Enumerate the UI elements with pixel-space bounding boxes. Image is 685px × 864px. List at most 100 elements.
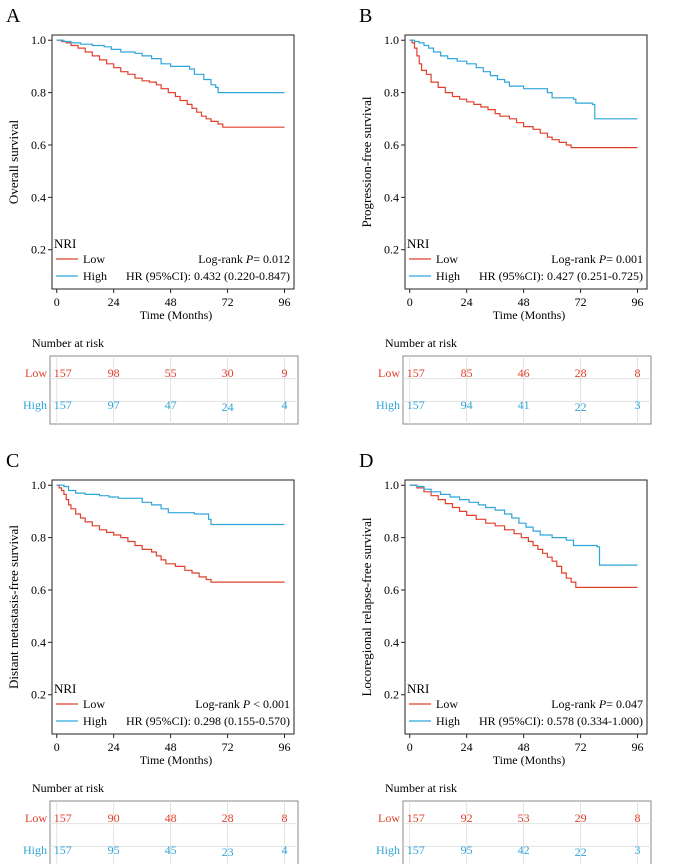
risk-count-high: 45 [165,843,177,857]
risk-count-high: 94 [461,398,473,412]
risk-table-title: Number at risk [385,336,457,350]
survival-curve-high [409,39,638,120]
plot-frame [404,479,648,735]
x-tick-label: 0 [407,740,413,754]
y-tick-label: 0.4 [384,190,399,204]
risk-count-low: 8 [282,811,288,825]
risk-count-low: 8 [635,811,641,825]
x-axis-label: Time (Months) [140,753,213,767]
hazard-ratio-text: HR (95%CI): 0.578 (0.334-1.000) [479,714,643,728]
survival-curve-low [56,39,285,128]
risk-row-label-low: Low [378,366,400,380]
risk-table-title: Number at risk [32,336,104,350]
x-tick-label: 24 [461,295,473,309]
y-tick-label: 1.0 [31,478,46,492]
risk-count-low: 30 [222,366,234,380]
risk-count-high: 3 [635,398,641,412]
p-symbol: P [598,252,607,266]
y-tick-label: 0.6 [31,138,46,152]
legend-label-high: High [83,269,107,283]
y-tick-label: 0.2 [31,688,46,702]
x-tick-label: 0 [54,295,60,309]
risk-count-high: 41 [518,398,530,412]
legend-label-high: High [83,714,107,728]
x-tick-label: 96 [279,295,291,309]
legend-title: NRI [54,236,76,251]
y-tick-label: 0.6 [384,138,399,152]
legend-label-high: High [436,714,460,728]
risk-count-high: 22 [575,400,587,414]
logrank-label: Log-rank [551,697,599,711]
legend-label-low: Low [436,252,458,266]
y-tick-label: 0.8 [384,531,399,545]
x-tick-label: 96 [279,740,291,754]
risk-count-high: 157 [54,398,72,412]
x-tick-label: 0 [54,740,60,754]
risk-count-low: 53 [518,811,530,825]
y-tick-label: 0.2 [384,688,399,702]
panel-letter: D [359,450,373,472]
hazard-ratio-text: HR (95%CI): 0.298 (0.155-0.570) [126,714,290,728]
risk-count-low: 98 [108,366,120,380]
x-tick-label: 72 [575,295,587,309]
risk-count-high: 95 [108,843,120,857]
risk-count-high: 47 [165,398,177,412]
risk-count-low: 8 [635,366,641,380]
risk-count-low: 46 [518,366,530,380]
hazard-ratio-text: HR (95%CI): 0.427 (0.251-0.725) [479,269,643,283]
logrank-label: Log-rank [198,252,246,266]
survival-curve-low [409,39,638,149]
logrank-value: = 0.012 [253,252,290,266]
risk-row-label-high: High [23,843,47,857]
y-tick-label: 0.8 [31,531,46,545]
risk-count-low: 28 [575,366,587,380]
risk-table-box [402,355,652,425]
risk-count-high: 22 [575,845,587,859]
x-tick-label: 24 [108,740,120,754]
legend-label-low: Low [83,252,105,266]
risk-row-label-low: Low [25,811,47,825]
risk-count-low: 28 [222,811,234,825]
y-tick-label: 0.8 [31,86,46,100]
y-axis-label: Overall survival [6,120,21,205]
logrank-text: Log-rank P= 0.012 [198,252,290,266]
y-tick-label: 0.2 [384,243,399,257]
y-tick-label: 0.4 [31,635,46,649]
risk-table-box [402,800,652,864]
risk-count-low: 90 [108,811,120,825]
risk-count-low: 157 [407,811,425,825]
risk-count-low: 55 [165,366,177,380]
risk-count-high: 23 [222,845,234,859]
p-symbol: P [598,697,607,711]
y-axis-label: Progression-free survival [359,96,374,227]
risk-row-label-low: Low [25,366,47,380]
x-tick-label: 0 [407,295,413,309]
p-symbol: P [245,252,254,266]
logrank-value: = 0.047 [606,697,643,711]
risk-count-high: 42 [518,843,530,857]
x-tick-label: 72 [222,295,234,309]
x-axis-label: Time (Months) [493,753,566,767]
panel-letter: A [6,5,21,27]
risk-count-high: 157 [407,843,425,857]
p-symbol: P [242,697,251,711]
survival-curve-low [409,484,638,588]
x-axis-label: Time (Months) [493,308,566,322]
legend-label-low: Low [436,697,458,711]
panel-d: D 0.2 0.4 0.6 0.8 1.0 0 24 48 72 96 Time (Months) Lo… [359,450,652,864]
plot-frame [404,34,648,290]
y-axis-label: Locoregional relapse-free survival [359,517,374,696]
logrank-label: Log-rank [551,252,599,266]
x-tick-label: 96 [632,740,644,754]
hazard-ratio-text: HR (95%CI): 0.432 (0.220-0.847) [126,269,290,283]
risk-count-low: 48 [165,811,177,825]
y-tick-label: 1.0 [31,33,46,47]
x-tick-label: 48 [518,740,530,754]
y-tick-label: 0.8 [384,86,399,100]
x-tick-label: 24 [461,740,473,754]
risk-count-high: 24 [222,400,234,414]
risk-table-box [49,800,299,864]
y-tick-label: 1.0 [384,478,399,492]
panel-a: A 0.2 0.4 0.6 0.8 1.0 0 24 48 72 96 Time (Months) Ov… [6,5,299,425]
risk-row-label-high: High [376,398,400,412]
